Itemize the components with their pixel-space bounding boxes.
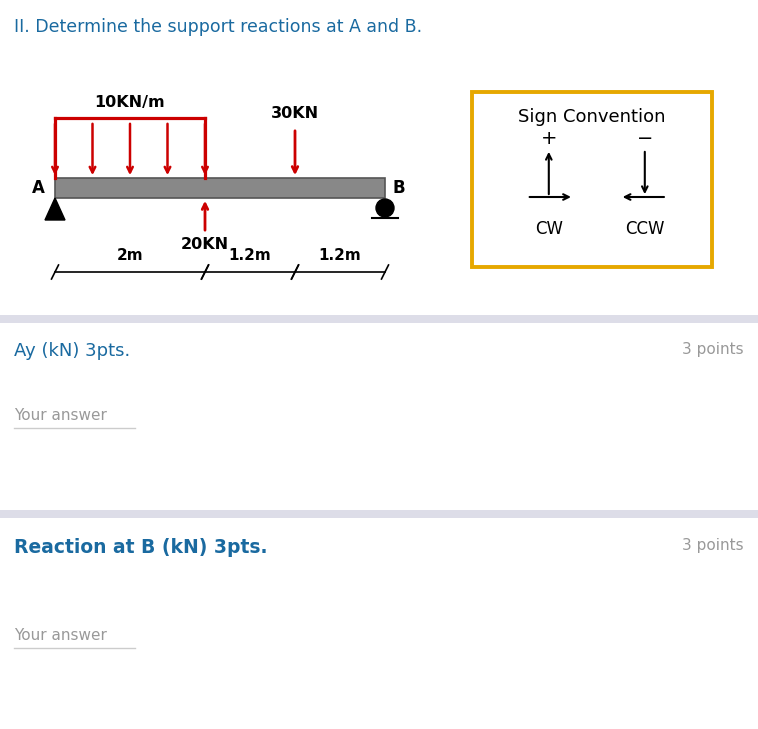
Text: Your answer: Your answer [14, 628, 107, 643]
Circle shape [376, 199, 394, 217]
Text: 1.2m: 1.2m [318, 248, 362, 263]
Bar [0, 315, 758, 323]
Text: Sign Convention: Sign Convention [518, 108, 666, 126]
Text: 20KN: 20KN [181, 237, 229, 252]
Text: CCW: CCW [625, 220, 665, 238]
Text: A: A [32, 179, 45, 197]
Text: 10KN/m: 10KN/m [95, 95, 165, 110]
Text: 3 points: 3 points [682, 342, 744, 357]
Text: Ay (kN) 3pts.: Ay (kN) 3pts. [14, 342, 130, 360]
Text: −: − [637, 128, 653, 147]
Text: B: B [393, 179, 406, 197]
Text: 2m: 2m [117, 248, 143, 263]
Bar [472, 92, 712, 267]
Bar [0, 510, 758, 518]
Bar [55, 178, 385, 198]
Text: 30KN: 30KN [271, 106, 319, 121]
Text: 3 points: 3 points [682, 538, 744, 553]
Text: 1.2m: 1.2m [229, 248, 271, 263]
Text: II. Determine the support reactions at A and B.: II. Determine the support reactions at A… [14, 18, 422, 36]
Polygon shape [45, 198, 65, 220]
Text: CW: CW [535, 220, 562, 238]
Text: Reaction at B (kN) 3pts.: Reaction at B (kN) 3pts. [14, 538, 268, 557]
Text: +: + [540, 128, 557, 147]
Text: Your answer: Your answer [14, 408, 107, 423]
